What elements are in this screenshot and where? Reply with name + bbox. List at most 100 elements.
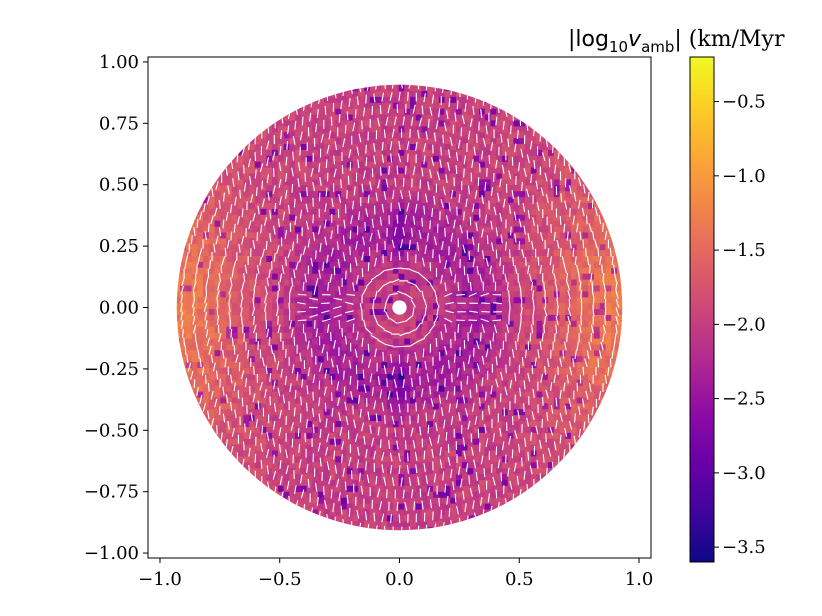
heatmap-cell [571, 226, 578, 233]
heatmap-cell [306, 172, 313, 180]
heatmap-cell [289, 196, 296, 203]
heatmap-cell [352, 284, 359, 292]
heatmap-cell [398, 90, 405, 97]
heatmap-cell [530, 467, 538, 475]
heatmap-cell [392, 184, 400, 192]
heatmap-cell [231, 196, 239, 203]
velocity-arrow [397, 320, 406, 324]
heatmap-cell [479, 161, 486, 168]
heatmap-cell [266, 402, 273, 410]
heatmap-cell [387, 137, 394, 145]
heatmap-cell [507, 455, 515, 463]
heatmap-cell [479, 326, 486, 333]
heatmap-cell [266, 349, 273, 357]
heatmap-cell [484, 214, 492, 221]
heatmap-cell [208, 273, 216, 280]
heatmap-cell [364, 202, 371, 209]
heatmap-cell [490, 220, 497, 227]
heatmap-cell [272, 243, 279, 251]
heatmap-cell [203, 237, 210, 245]
heatmap-cell [542, 396, 549, 404]
heatmap-cell [277, 485, 285, 492]
heatmap-cell [283, 161, 290, 168]
heatmap-cell [525, 161, 532, 168]
heatmap-cell [490, 467, 497, 475]
heatmap-cell [220, 432, 227, 439]
heatmap-cell [433, 172, 440, 180]
heatmap-cell [295, 461, 302, 469]
heatmap-cell [312, 402, 319, 410]
heatmap-cell [387, 220, 394, 227]
heatmap-cell [473, 155, 480, 162]
heatmap-cell [530, 432, 538, 439]
heatmap-cell [318, 503, 325, 510]
heatmap-cell [358, 338, 365, 345]
heatmap-cell [375, 237, 382, 245]
heatmap-cell [461, 290, 469, 298]
heatmap-cell [467, 426, 474, 433]
heatmap-cell [576, 273, 583, 280]
heatmap-cell [398, 273, 405, 280]
heatmap-cell [249, 402, 256, 410]
heatmap-cell [450, 155, 457, 162]
heatmap-cell [611, 279, 618, 286]
heatmap-cell [306, 273, 313, 280]
heatmap-cell [479, 243, 486, 251]
heatmap-cell [254, 355, 262, 363]
heatmap-cell [346, 220, 354, 227]
heatmap-cell [341, 161, 348, 168]
heatmap-cell [525, 167, 532, 174]
heatmap-cell [289, 379, 296, 386]
heatmap-cell [237, 361, 244, 368]
heatmap-cell [525, 202, 532, 209]
heatmap-cell [490, 284, 497, 292]
heatmap-cell [502, 125, 509, 133]
heatmap-cell [461, 237, 469, 245]
heatmap-cell [605, 355, 612, 363]
heatmap-cell [346, 208, 354, 215]
heatmap-cell [461, 184, 469, 192]
heatmap-cell [398, 296, 405, 304]
heatmap-cell [243, 349, 250, 357]
heatmap-cell [381, 355, 388, 363]
heatmap-cell [323, 243, 331, 251]
heatmap-cell [410, 373, 417, 380]
heatmap-cell [519, 202, 526, 209]
heatmap-cell [559, 226, 566, 233]
heatmap-cell [364, 196, 371, 203]
heatmap-cell [507, 338, 515, 345]
heatmap-cell [306, 414, 313, 422]
heatmap-cell [519, 214, 526, 221]
heatmap-cell [438, 249, 446, 256]
heatmap-cell [214, 243, 221, 251]
heatmap-cell [398, 243, 405, 251]
heatmap-cell [456, 491, 463, 498]
heatmap-cell [479, 508, 486, 516]
heatmap-cell [254, 143, 262, 150]
heatmap-cell [490, 267, 497, 274]
heatmap-cell [369, 508, 377, 516]
heatmap-cell [427, 449, 434, 457]
heatmap-cell [266, 385, 273, 392]
heatmap-cell [473, 320, 480, 327]
heatmap-cell [283, 343, 290, 351]
heatmap-cell [576, 414, 583, 422]
heatmap-cell [295, 220, 302, 227]
heatmap-cell [473, 184, 480, 192]
heatmap-cell [266, 314, 273, 321]
heatmap-cell [571, 373, 578, 380]
heatmap-cell [231, 184, 239, 192]
heatmap-cell [496, 461, 503, 469]
heatmap-cell [306, 367, 313, 374]
heatmap-cell [352, 479, 359, 486]
heatmap-cell [312, 426, 319, 433]
heatmap-cell [289, 485, 296, 492]
heatmap-cell [381, 396, 388, 404]
heatmap-cell [243, 161, 250, 168]
heatmap-cell [249, 208, 256, 215]
heatmap-cell [438, 373, 446, 380]
heatmap-cell [519, 332, 526, 339]
heatmap-cell [237, 196, 244, 203]
heatmap-cell [599, 391, 606, 398]
heatmap-cell [283, 273, 290, 280]
